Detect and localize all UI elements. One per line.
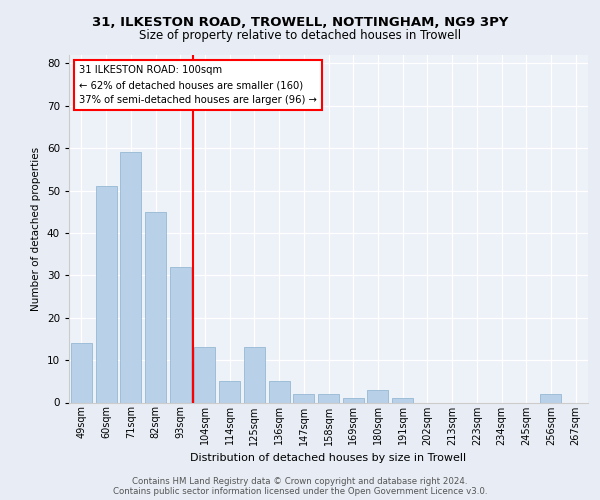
Bar [194,348,215,403]
Y-axis label: Number of detached properties: Number of detached properties [31,146,41,311]
Bar [318,394,339,402]
Bar [71,343,92,402]
Bar [95,186,116,402]
Bar [170,267,191,402]
Text: 31, ILKESTON ROAD, TROWELL, NOTTINGHAM, NG9 3PY: 31, ILKESTON ROAD, TROWELL, NOTTINGHAM, … [92,16,508,29]
Text: Contains HM Land Registry data © Crown copyright and database right 2024.
Contai: Contains HM Land Registry data © Crown c… [113,476,487,496]
Bar [392,398,413,402]
Text: Size of property relative to detached houses in Trowell: Size of property relative to detached ho… [139,29,461,42]
Bar [145,212,166,402]
Bar [219,382,240,402]
Text: 31 ILKESTON ROAD: 100sqm
← 62% of detached houses are smaller (160)
37% of semi-: 31 ILKESTON ROAD: 100sqm ← 62% of detach… [79,66,317,105]
Bar [343,398,364,402]
Bar [367,390,388,402]
Bar [269,382,290,402]
Bar [541,394,562,402]
Bar [120,152,141,402]
Bar [244,348,265,403]
X-axis label: Distribution of detached houses by size in Trowell: Distribution of detached houses by size … [190,453,467,463]
Bar [293,394,314,402]
